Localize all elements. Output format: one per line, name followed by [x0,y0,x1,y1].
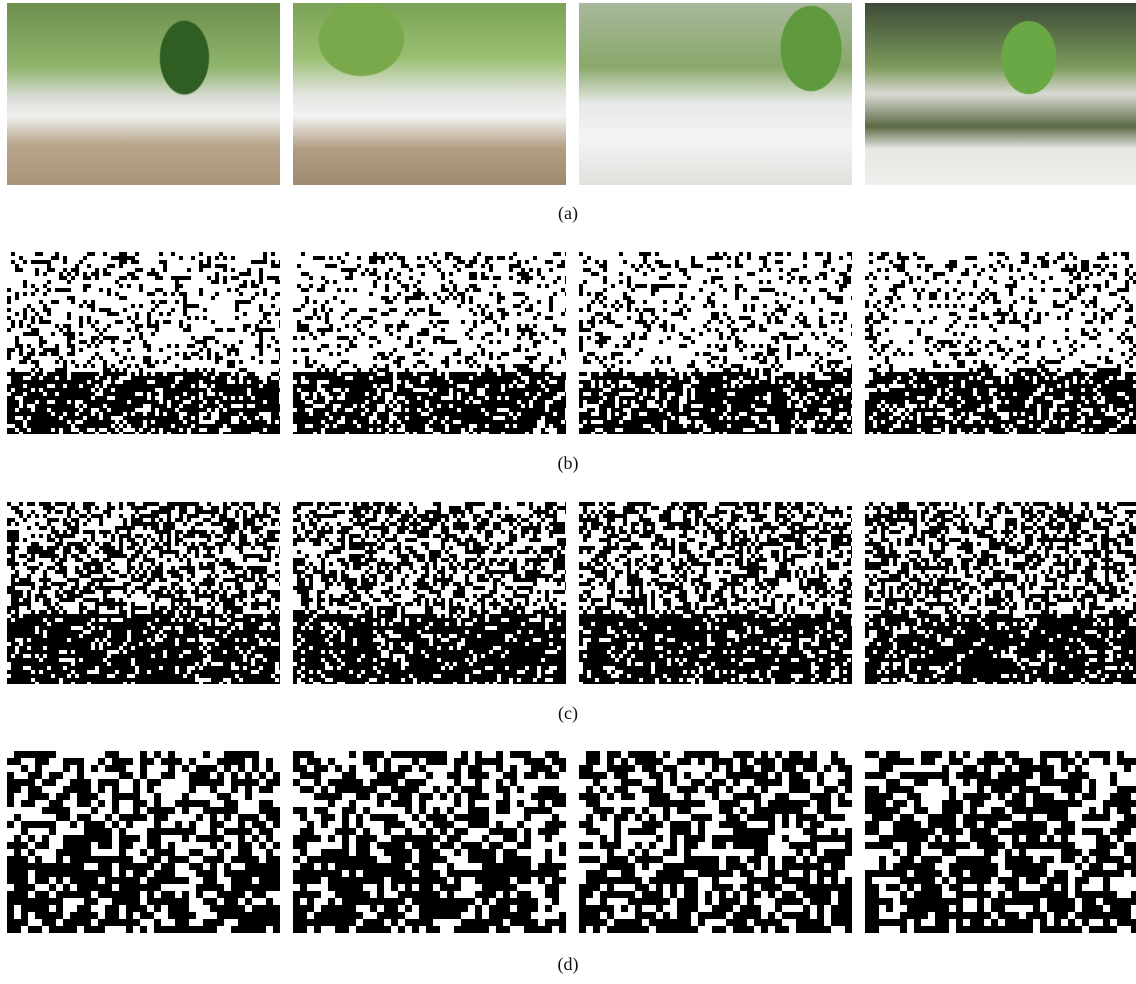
segmentation-mask [865,751,1136,933]
panel-caption: (b) [0,453,1136,474]
segmentation-mask [865,502,1136,684]
photo [865,3,1136,185]
mask-pixels [865,502,1136,684]
mask-image [293,252,566,434]
panel-caption: (d) [0,954,1136,975]
segmentation-mask [579,751,852,933]
mask-pixels [293,502,566,684]
segmentation-mask [293,751,566,933]
segmentation-mask [7,751,280,933]
mask-image [865,502,1136,684]
segmentation-mask [7,502,280,684]
mask-pixels [7,751,280,933]
segmentation-mask [865,252,1136,434]
mask-image [865,751,1136,933]
panel-caption: (c) [0,703,1136,724]
mask-image [7,252,280,434]
mask-pixels [579,751,852,933]
mask-image [579,502,852,684]
mask-image [579,751,852,933]
photo [579,3,852,185]
mask-pixels [579,252,852,434]
mask-pixels [7,252,280,434]
mask-pixels [293,751,566,933]
segmentation-mask [293,252,566,434]
mask-image [7,751,280,933]
mask-pixels [865,751,1136,933]
segmentation-mask [293,502,566,684]
panel-caption: (a) [0,203,1136,224]
mask-pixels [7,502,280,684]
segmentation-mask [7,252,280,434]
mask-pixels [293,252,566,434]
mask-image [293,502,566,684]
mask-pixels [865,252,1136,434]
photo [293,3,566,185]
mask-image [865,252,1136,434]
mask-image [293,751,566,933]
segmentation-mask [579,252,852,434]
mask-image [7,502,280,684]
photo [7,3,280,185]
figure: (a)(b)(c)(d) (() => { const data = JSON.… [0,0,1136,984]
segmentation-mask [579,502,852,684]
mask-pixels [579,502,852,684]
mask-image [579,252,852,434]
